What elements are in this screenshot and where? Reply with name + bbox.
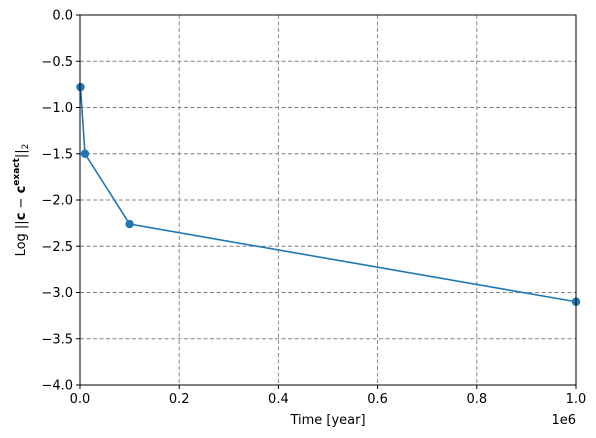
y-tick-label: −2.5: [41, 240, 73, 255]
y-axis-ticks: 0.0 −0.5 −1.0 −1.5 −2.0 −2.5 −3.0 −3.5 −4.0: [41, 9, 80, 394]
series-line: [79, 87, 577, 303]
x-tick-label: 0.0: [70, 392, 91, 407]
x-axis-label: Time [year]: [289, 413, 365, 428]
y-tick-label: −0.5: [41, 55, 73, 70]
grid: [79, 14, 577, 386]
data-point: [80, 149, 90, 158]
x-tick-label: 0.8: [466, 392, 487, 407]
y-tick-label: −4.0: [41, 379, 73, 394]
y-tick-label: −2.0: [41, 194, 73, 209]
y-axis-label: Log ||c − cexact||2: [12, 144, 31, 257]
y-tick-label: −3.0: [41, 286, 73, 301]
series-layer: [76, 82, 581, 306]
y-tick-label: −1.5: [41, 147, 73, 162]
y-tick-label: −3.5: [41, 332, 73, 347]
x-tick-label: 0.6: [367, 392, 388, 407]
x-offset-label: 1e6: [551, 413, 576, 428]
x-tick-label: 1.0: [566, 392, 587, 407]
x-tick-label: 0.2: [169, 392, 190, 407]
y-tick-label: 0.0: [52, 9, 73, 24]
y-tick-label: −1.0: [41, 101, 73, 116]
plot-frame: [79, 14, 577, 386]
data-point: [125, 219, 134, 229]
x-axis-ticks: 0.0 0.2 0.4 0.6 0.8 1.0: [70, 385, 587, 407]
x-tick-label: 0.4: [268, 392, 289, 407]
